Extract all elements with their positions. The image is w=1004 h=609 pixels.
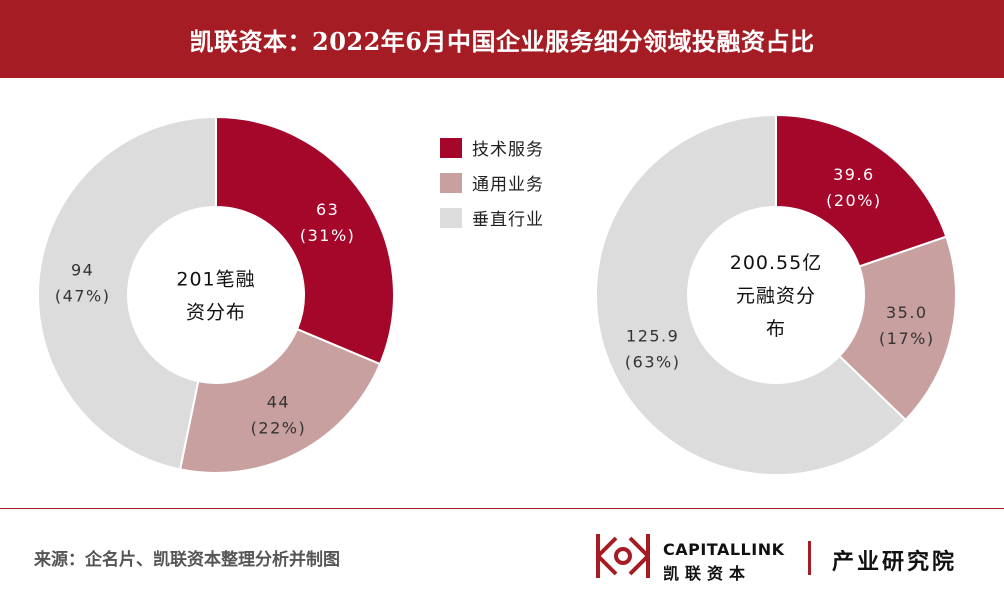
donut1-slice-0 <box>215 115 395 366</box>
legend-label-vertical: 垂直行业 <box>472 210 544 230</box>
donut2-slice-0 <box>775 113 948 268</box>
logo-brand-text: CAPITALLINK <box>663 540 785 559</box>
logo-cn-text: 凯联资本 <box>663 564 752 583</box>
donut2-percent-label-2: (63%) <box>625 352 681 371</box>
donut1-slice-1 <box>178 327 382 474</box>
footer-divider <box>0 508 1004 509</box>
donut2-value-label-0: 39.6 <box>833 165 875 184</box>
donut2-value-label-2: 125.9 <box>626 326 679 345</box>
legend-swatch-general <box>440 172 462 193</box>
donut1-percent-label-1: (22%) <box>251 419 307 438</box>
donut1-percent-label-2: (47%) <box>55 286 111 305</box>
legend-item-tech: 技术服务 <box>440 130 544 165</box>
capitallink-logo-icon <box>596 534 650 578</box>
donut2-value-label-1: 35.0 <box>886 303 928 322</box>
donut1-value-label-2: 94 <box>71 260 94 279</box>
donut2-percent-label-1: (17%) <box>879 329 935 348</box>
donut2-slice-1 <box>837 235 957 422</box>
donut2-center-label-line-0: 200.55亿 <box>730 252 822 274</box>
donut1-center-label-line-1: 资分布 <box>186 302 246 324</box>
legend: 技术服务 通用业务 垂直行业 <box>440 130 544 235</box>
legend-swatch-tech <box>440 137 462 158</box>
legend-swatch-vertical <box>440 207 462 228</box>
legend-item-vertical: 垂直行业 <box>440 200 544 235</box>
donut2-slice-2 <box>595 113 908 476</box>
donut1-value-label-1: 44 <box>267 393 290 412</box>
legend-label-tech: 技术服务 <box>472 140 544 160</box>
logo-institute-text: 产业研究院 <box>832 549 958 575</box>
donut2-percent-label-0: (20%) <box>826 191 882 210</box>
legend-label-general: 通用业务 <box>472 175 544 195</box>
donut2-center-label-line-2: 布 <box>766 318 786 340</box>
legend-item-general: 通用业务 <box>440 165 544 200</box>
donut1-percent-label-0: (31%) <box>300 226 356 245</box>
donut2-center-label-line-1: 元融资分 <box>736 285 816 307</box>
donut1-center-label-line-0: 201笔融 <box>176 269 255 291</box>
chart-title: 凯联资本：2022年6月中国企业服务细分领域投融资占比 <box>0 0 1004 78</box>
donut1-slice-2 <box>37 115 217 471</box>
source-note: 来源：企名片、凯联资本整理分析并制图 <box>34 550 340 570</box>
donut1-value-label-0: 63 <box>316 200 339 219</box>
logo-separator <box>808 541 811 575</box>
